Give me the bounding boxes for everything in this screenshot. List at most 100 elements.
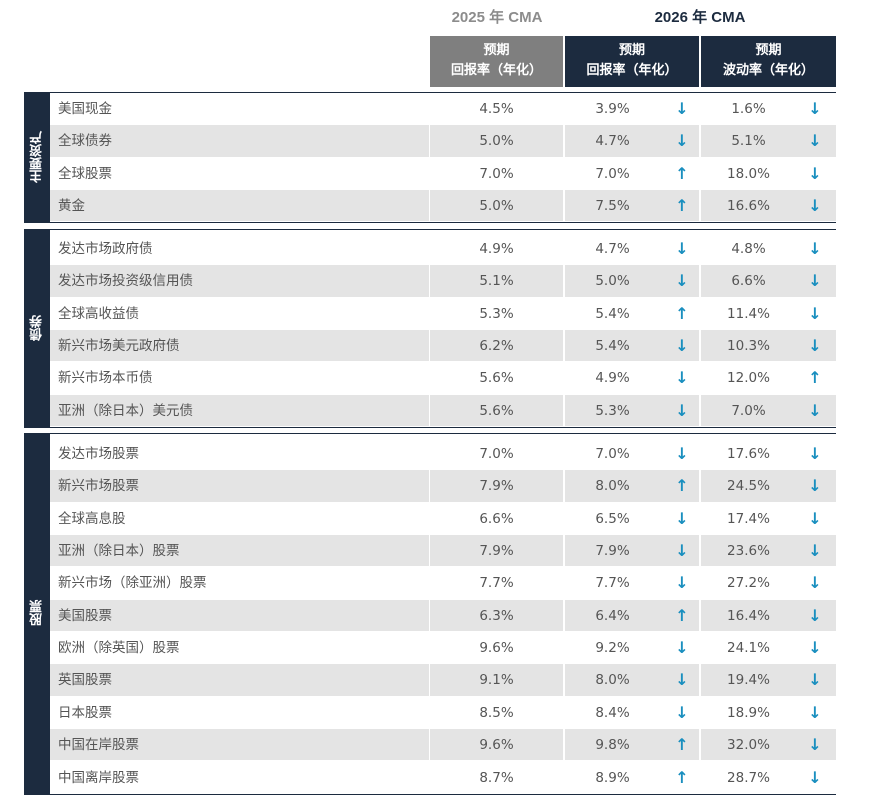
volatility-2026: 24.5%	[727, 478, 770, 495]
group-rule	[24, 92, 836, 93]
volatility-change-arrow: ↓	[808, 767, 822, 787]
asset-name: 新兴市场股票	[58, 478, 139, 495]
asset-name: 美国股票	[58, 607, 112, 624]
volatility-change-arrow: ↓	[808, 573, 822, 593]
return-change-arrow: ↓	[675, 638, 689, 658]
asset-name: 全球高收益债	[58, 305, 139, 322]
header-2026: 2026 年 CMA	[654, 9, 746, 26]
group-label: 主要资产	[24, 92, 50, 223]
return-2026: 8.0%	[595, 478, 630, 495]
return-change-arrow: ↓	[675, 239, 689, 258]
volatility-change-arrow: ↓	[808, 605, 822, 625]
asset-name: 发达市场政府债	[58, 241, 153, 257]
row-shade	[701, 470, 836, 502]
volatility-2026: 7.0%	[731, 402, 766, 419]
volatility-2026: 32.0%	[727, 737, 770, 754]
row-shade	[565, 535, 699, 567]
column-header: 预期 回报率（年化）	[430, 36, 563, 87]
return-change-arrow: ↓	[675, 368, 689, 388]
return-change-arrow: ↓	[675, 131, 689, 151]
row-shade	[430, 599, 563, 632]
return-2025: 6.2%	[479, 338, 514, 355]
group-label: 债券	[24, 229, 50, 428]
return-2025: 7.0%	[479, 446, 514, 462]
return-change-arrow: ↑	[675, 196, 689, 216]
return-2025: 5.0%	[479, 198, 514, 215]
return-2026: 7.7%	[595, 575, 630, 592]
row-shade	[50, 535, 429, 567]
return-2026: 8.9%	[595, 769, 630, 786]
volatility-2026: 17.4%	[727, 510, 770, 527]
row-shade	[701, 265, 836, 297]
group-label-text: 债券	[29, 315, 45, 342]
volatility-2026: 17.6%	[727, 446, 770, 462]
return-change-arrow: ↓	[675, 400, 689, 420]
volatility-2026: 11.4%	[727, 305, 770, 322]
row-shade	[50, 599, 429, 632]
row-shade	[701, 190, 836, 222]
group-label-text: 股票	[29, 600, 45, 627]
row-shade	[565, 664, 699, 696]
return-2025: 6.3%	[479, 607, 514, 624]
return-2026: 9.2%	[595, 640, 630, 657]
row-shade	[430, 470, 563, 502]
return-change-arrow: ↓	[675, 541, 689, 561]
return-change-arrow: ↓	[675, 271, 689, 291]
row-shade	[50, 265, 429, 297]
return-2025: 7.9%	[479, 543, 514, 560]
volatility-change-arrow: ↓	[808, 303, 822, 323]
return-2026: 7.0%	[595, 165, 630, 182]
column-header-text: 预期	[755, 43, 782, 58]
row-shade	[430, 535, 563, 567]
volatility-2026: 24.1%	[727, 640, 770, 657]
row-shade	[430, 190, 563, 222]
row-shade	[701, 394, 836, 427]
asset-name: 中国在岸股票	[58, 737, 139, 754]
volatility-change-arrow: ↓	[808, 131, 822, 151]
column-header: 预期 回报率（年化）	[565, 36, 699, 87]
return-2025: 6.6%	[479, 510, 514, 527]
row-shade	[50, 470, 429, 502]
volatility-2026: 16.4%	[727, 607, 770, 624]
volatility-2026: 1.6%	[731, 101, 766, 117]
asset-name: 新兴市场本币债	[58, 370, 153, 387]
column-header-text: 波动率（年化）	[722, 63, 814, 78]
group-rule	[24, 427, 836, 429]
row-shade	[565, 394, 699, 427]
row-shade	[701, 535, 836, 567]
return-2026: 5.3%	[595, 402, 630, 419]
asset-name: 黄金	[58, 198, 85, 215]
return-change-arrow: ↑	[675, 303, 689, 323]
group-rule	[24, 229, 836, 230]
volatility-change-arrow: ↓	[808, 336, 822, 356]
asset-name: 发达市场股票	[58, 446, 139, 462]
return-2025: 5.0%	[479, 133, 514, 150]
row-shade	[565, 470, 699, 502]
return-2026: 8.4%	[595, 704, 630, 721]
asset-name: 新兴市场（除亚洲）股票	[58, 575, 207, 592]
row-shade	[50, 729, 429, 761]
return-2025: 8.5%	[479, 704, 514, 721]
return-2026: 4.7%	[595, 133, 630, 150]
volatility-change-arrow: ↓	[808, 670, 822, 690]
volatility-change-arrow: ↓	[808, 702, 822, 722]
row-shade	[565, 125, 699, 157]
row-shade	[565, 599, 699, 632]
return-2025: 7.9%	[479, 478, 514, 495]
return-2025: 4.5%	[479, 101, 514, 117]
return-change-arrow: ↓	[675, 336, 689, 356]
return-change-arrow: ↓	[675, 508, 689, 528]
asset-name: 全球高息股	[58, 510, 126, 527]
volatility-change-arrow: ↓	[808, 735, 822, 755]
row-shade	[565, 265, 699, 297]
row-shade	[701, 729, 836, 761]
column-header-text: 预期	[483, 43, 510, 58]
return-2025: 5.3%	[479, 305, 514, 322]
row-shade	[565, 190, 699, 222]
asset-name: 英国股票	[58, 672, 112, 689]
return-2026: 7.5%	[595, 198, 630, 215]
return-2025: 5.1%	[479, 273, 514, 290]
volatility-change-arrow: ↑	[808, 368, 822, 388]
row-shade	[430, 664, 563, 696]
return-change-arrow: ↓	[675, 670, 689, 690]
